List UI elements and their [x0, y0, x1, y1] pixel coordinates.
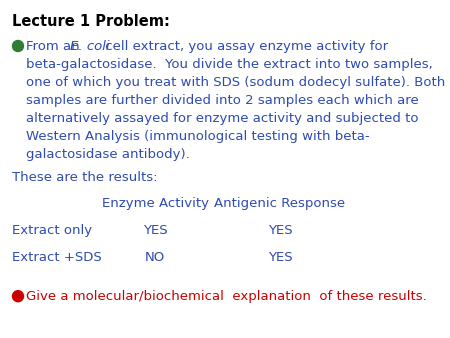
- Text: alternatively assayed for enzyme activity and subjected to: alternatively assayed for enzyme activit…: [26, 112, 418, 125]
- Text: Western Analysis (immunological testing with beta-: Western Analysis (immunological testing …: [26, 130, 369, 143]
- Text: cell extract, you assay enzyme activity for: cell extract, you assay enzyme activity …: [101, 40, 388, 53]
- Text: YES: YES: [268, 224, 292, 237]
- Text: From an: From an: [26, 40, 84, 53]
- Text: These are the results:: These are the results:: [12, 171, 157, 185]
- Text: Enzyme Activity: Enzyme Activity: [102, 197, 208, 210]
- Text: Give a molecular/biochemical  explanation  of these results.: Give a molecular/biochemical explanation…: [26, 290, 427, 303]
- Text: one of which you treat with SDS (sodum dodecyl sulfate). Both: one of which you treat with SDS (sodum d…: [26, 76, 445, 89]
- Text: Extract +SDS: Extract +SDS: [12, 250, 102, 264]
- Circle shape: [13, 41, 23, 51]
- Text: Antigenic Response: Antigenic Response: [215, 197, 346, 210]
- Text: galactosidase antibody).: galactosidase antibody).: [26, 148, 190, 161]
- Text: YES: YES: [143, 224, 167, 237]
- Text: Extract only: Extract only: [12, 224, 92, 237]
- Text: beta-galactosidase.  You divide the extract into two samples,: beta-galactosidase. You divide the extra…: [26, 58, 433, 71]
- Text: YES: YES: [268, 250, 292, 264]
- Text: Lecture 1 Problem:: Lecture 1 Problem:: [12, 14, 170, 29]
- Text: samples are further divided into 2 samples each which are: samples are further divided into 2 sampl…: [26, 94, 419, 107]
- Text: NO: NO: [145, 250, 165, 264]
- Circle shape: [13, 291, 23, 302]
- Text: E. coli: E. coli: [70, 40, 109, 53]
